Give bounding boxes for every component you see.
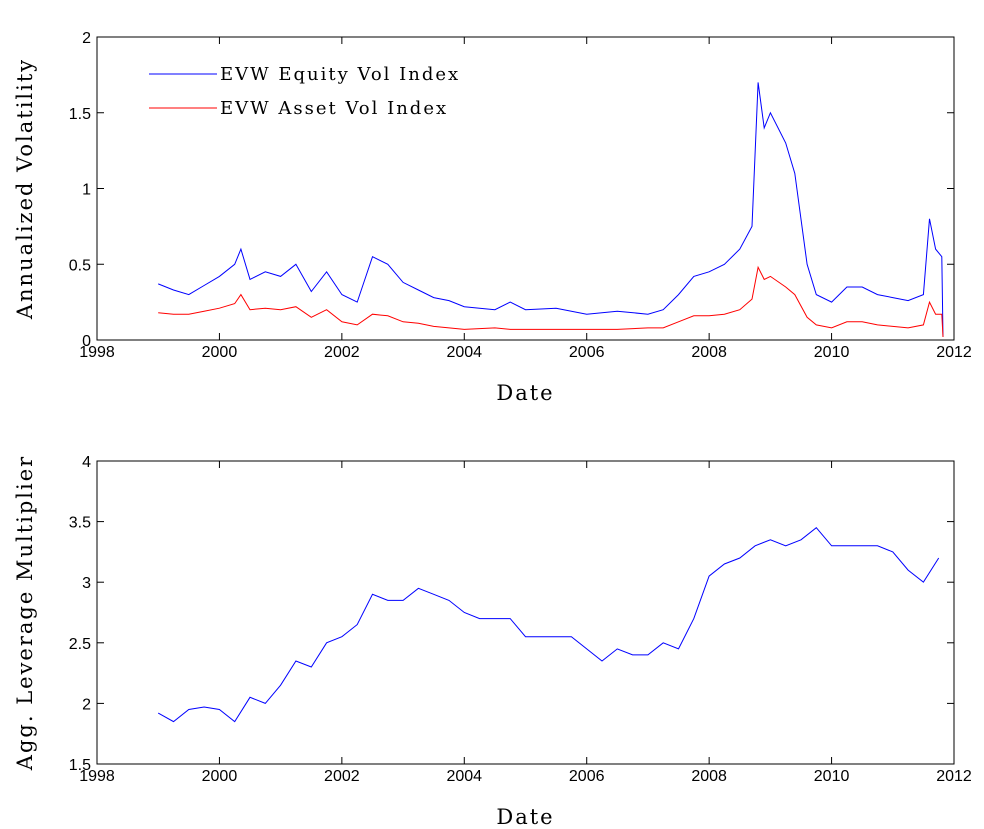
x-tick-label: 2004 [446, 768, 482, 785]
y-tick-label: 4 [82, 454, 91, 471]
x-tick-label: 2000 [202, 768, 238, 785]
y-tick-label: 2.5 [69, 636, 91, 653]
y-tick-label: 0 [82, 333, 91, 350]
y-tick-label: 0.5 [69, 257, 91, 274]
x-tick-label: 2006 [569, 344, 605, 361]
x-tick-label: 2008 [691, 344, 727, 361]
y-axis-label: Agg. Leverage Multiplier [13, 455, 37, 771]
y-tick-label: 1.5 [69, 106, 91, 123]
x-tick-label: 2010 [814, 768, 850, 785]
axes-box [96, 460, 955, 765]
x-tick-label: 2010 [814, 344, 850, 361]
y-tick-label: 2 [82, 696, 91, 713]
x-tick-label: 2012 [936, 768, 972, 785]
x-tick-label: 2002 [324, 344, 360, 361]
x-tick-label: 2008 [691, 768, 727, 785]
x-tick-label: 2002 [324, 768, 360, 785]
legend-label: EVW Equity Vol Index [220, 64, 460, 85]
data-line [157, 527, 940, 723]
y-tick-label: 1.5 [69, 757, 91, 774]
x-tick-label: 1998 [79, 768, 115, 785]
y-tick-label: 2 [82, 30, 91, 47]
legend-label: EVW Asset Vol Index [220, 98, 448, 119]
x-axis-label: Date [496, 805, 554, 829]
y-tick-label: 3 [82, 575, 91, 592]
x-tick-label: 2012 [936, 344, 972, 361]
y-tick-label: 3.5 [69, 515, 91, 532]
x-tick-label: 2004 [446, 344, 482, 361]
data-line [158, 82, 944, 338]
x-axis-label: Date [496, 381, 554, 405]
x-tick-label: 1998 [79, 344, 115, 361]
y-tick-label: 1 [82, 182, 91, 199]
x-tick-label: 2000 [202, 344, 238, 361]
y-axis-label: Annualized Volatility [13, 58, 37, 320]
x-tick-label: 2006 [569, 768, 605, 785]
data-line [158, 265, 944, 338]
